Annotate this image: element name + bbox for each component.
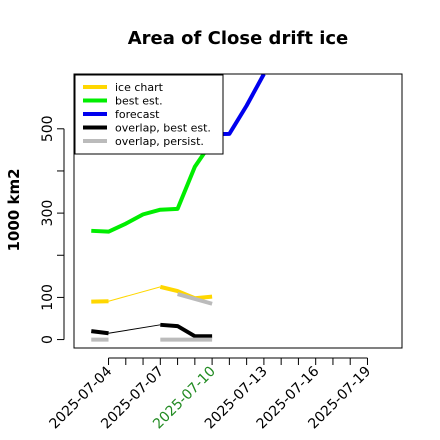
series-line-overlap-best-est [91,329,109,336]
y-tick-label: 100 [40,284,56,311]
y-tick-label: 500 [40,115,56,142]
legend-label: best est. [115,95,163,108]
series-line-overlap-best-est [160,322,213,339]
y-axis-label: 1000 km2 [5,168,23,251]
y-axis: 0 100 300 500 [40,115,65,344]
chart-title: Area of Close drift ice [128,28,349,49]
y-tick-label: 300 [40,200,56,227]
x-axis: 2025-07-042025-07-072025-07-102025-07-13… [47,357,374,432]
series-line-best-est [91,140,214,234]
series-connector-overlap-best-est [108,324,161,334]
series-connector-ice-chart [108,286,161,302]
plot-frame [73,73,403,349]
legend-label: overlap, best est. [115,122,211,135]
series-line-overlap-persist [177,292,213,306]
legend-label: overlap, persist. [115,135,204,148]
legend-label: forecast [115,108,160,121]
y-tick-label: 0 [40,335,56,344]
legend-label: ice chart [115,81,164,94]
